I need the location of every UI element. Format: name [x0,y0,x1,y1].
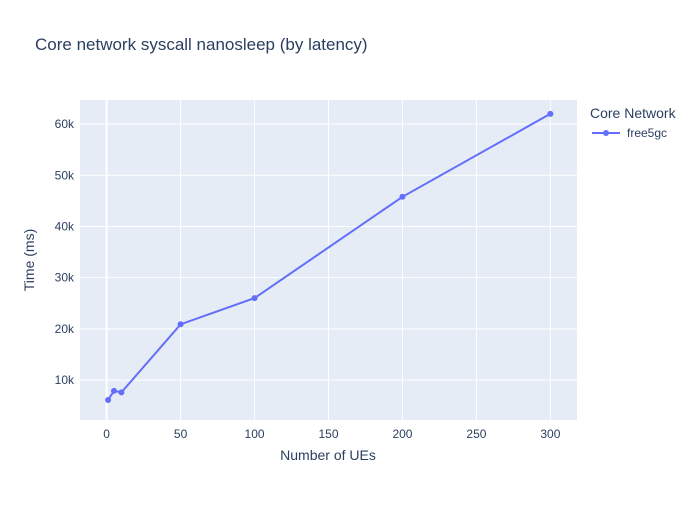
data-point[interactable] [118,389,125,396]
data-point[interactable] [105,397,112,404]
x-axis-title: Number of UEs [280,447,376,463]
series-layer [105,110,554,404]
data-point[interactable] [399,193,406,200]
x-tick-label: 100 [245,427,265,441]
data-point[interactable] [251,295,258,302]
y-tick-label: 20k [55,322,75,336]
x-tick-label: 250 [466,427,486,441]
y-tick-label: 60k [55,117,75,131]
x-tick-label: 50 [174,427,188,441]
legend-title: Core Network [590,105,677,121]
x-tick-label: 200 [392,427,412,441]
chart-title: Core network syscall nanosleep (by laten… [35,35,368,54]
data-point[interactable] [111,387,118,394]
x-tick-label: 150 [318,427,338,441]
legend-swatch-marker[interactable] [603,130,609,136]
data-point[interactable] [177,321,184,328]
y-tick-label: 50k [55,168,75,182]
y-tick-label: 40k [55,219,75,233]
y-tick-label: 30k [55,271,75,285]
legend: Core Network free5gc [590,105,677,140]
legend-item-label[interactable]: free5gc [627,126,667,140]
x-tick-label: 300 [540,427,560,441]
y-tick-label: 10k [55,373,75,387]
data-point[interactable] [547,110,554,117]
y-axis-title: Time (ms) [21,229,37,291]
tick-labels: 0 50 100 150 200 250 300 10k 20k 30k 40k 50k 60k [55,117,561,441]
grid-lines [80,100,577,420]
x-tick-label: 0 [103,427,110,441]
